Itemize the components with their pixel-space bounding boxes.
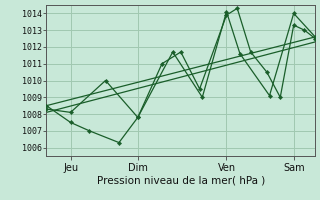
X-axis label: Pression niveau de la mer( hPa ): Pression niveau de la mer( hPa ) xyxy=(97,176,265,186)
